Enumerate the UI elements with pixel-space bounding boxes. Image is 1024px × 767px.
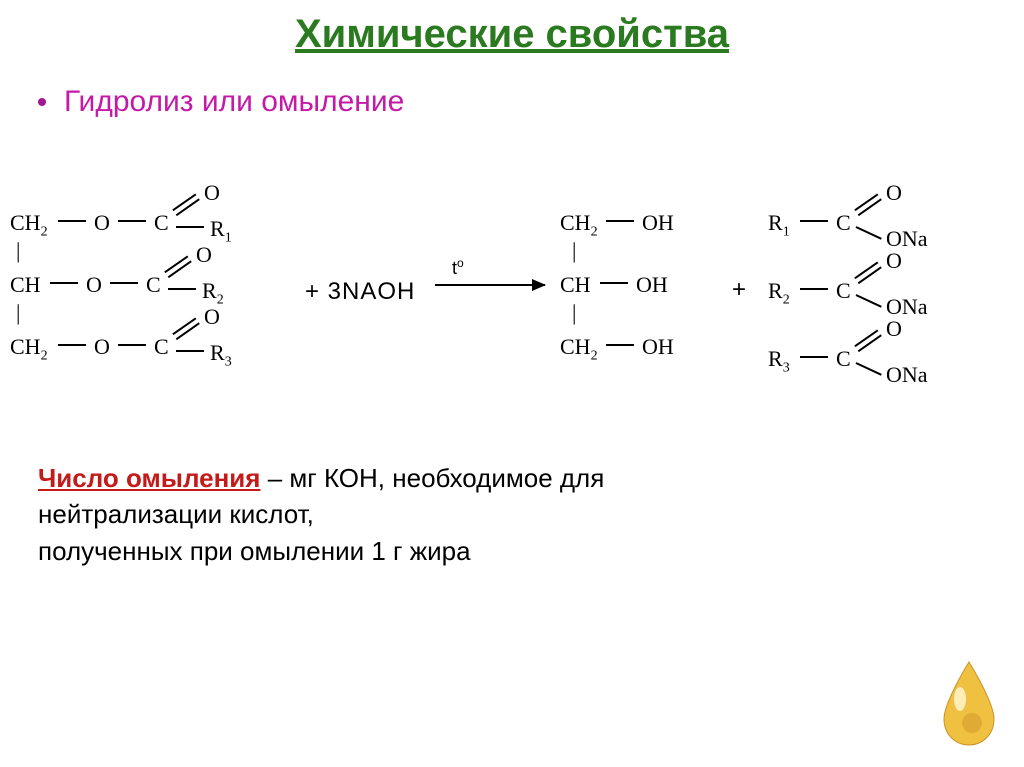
atom-r1: R1 xyxy=(210,216,232,246)
arrow-label: to xyxy=(452,256,464,279)
sodium-salts: R1 C O ONa R2 C O ONa R3 C O ONa xyxy=(768,160,1008,370)
atom-c: C xyxy=(146,272,161,298)
bond xyxy=(856,294,882,308)
bond xyxy=(58,344,86,346)
pipe: | xyxy=(16,300,20,326)
atom-c: C xyxy=(836,346,851,372)
definition-body-2: нейтрализации кислот, xyxy=(38,499,314,529)
pipe: | xyxy=(572,300,576,326)
atom-c: C xyxy=(154,334,169,360)
atom-c: C xyxy=(154,210,169,236)
atom-oh: OH xyxy=(636,272,668,298)
pipe: | xyxy=(572,238,576,264)
bond xyxy=(606,344,634,346)
subtitle: Гидролиз или омыление xyxy=(64,85,404,119)
double-bond xyxy=(174,196,197,212)
atom-o: O xyxy=(886,180,902,206)
bond xyxy=(176,226,204,228)
atom-ch: CH xyxy=(560,272,591,302)
double-bond xyxy=(856,264,879,280)
bond xyxy=(800,288,828,290)
bond xyxy=(800,356,828,358)
atom-r3: R3 xyxy=(768,346,790,376)
atom-ona: ONa xyxy=(886,362,928,388)
atom-o: O xyxy=(94,334,110,360)
bond xyxy=(606,220,634,222)
bond xyxy=(168,288,196,290)
atom-o: O xyxy=(86,272,102,298)
bond xyxy=(856,226,882,240)
atom-oh: OH xyxy=(642,210,674,236)
oil-drop-icon xyxy=(934,657,1004,747)
atom-r2: R2 xyxy=(768,278,790,308)
bond xyxy=(118,220,146,222)
definition-term: Число омыления xyxy=(38,463,260,493)
pipe: | xyxy=(16,238,20,264)
double-bond xyxy=(856,332,879,348)
atom-ch: CH xyxy=(10,272,41,302)
bond xyxy=(600,282,628,284)
bond xyxy=(800,220,828,222)
atom-c: C xyxy=(836,210,851,236)
plus-sign: + xyxy=(732,276,746,304)
atom-r1: R1 xyxy=(768,210,790,240)
atom-o: O xyxy=(886,316,902,342)
double-bond xyxy=(174,320,197,336)
definition-block: Число омыления – мг КОН, необходимое для… xyxy=(38,460,758,569)
triglyceride: CH2 O C O R1 | CH O C O R2 | CH2 O C O R… xyxy=(10,160,300,370)
atom-o: O xyxy=(204,304,220,330)
atom-o: O xyxy=(886,248,902,274)
subtitle-row: Гидролиз или омыление xyxy=(38,85,1024,119)
atom-oh: OH xyxy=(642,334,674,360)
atom-o: O xyxy=(94,210,110,236)
double-bond xyxy=(166,258,189,274)
bond xyxy=(110,282,138,284)
atom-o: O xyxy=(196,242,212,268)
atom-ch2: CH2 xyxy=(10,334,48,364)
bond xyxy=(50,282,78,284)
atom-r3: R3 xyxy=(210,340,232,370)
atom-ch2: CH2 xyxy=(10,210,48,240)
page-title: Химические свойства xyxy=(0,0,1024,57)
reaction-arrow xyxy=(435,284,545,286)
bond xyxy=(118,344,146,346)
reaction-diagram: CH2 O C O R1 | CH O C O R2 | CH2 O C O R… xyxy=(10,160,1014,390)
reagent-naoh: + 3NAOH xyxy=(305,278,415,306)
definition-body-1: – мг КОН, необходимое для xyxy=(260,463,604,493)
atom-ch2: CH2 xyxy=(560,334,598,364)
atom-c: C xyxy=(836,278,851,304)
definition-body-3: полученных при омылении 1 г жира xyxy=(38,536,471,566)
bond xyxy=(856,362,882,376)
bond xyxy=(176,350,204,352)
double-bond xyxy=(856,196,879,212)
glycerol: CH2 OH | CH OH | CH2 OH xyxy=(560,160,720,370)
atom-ch2: CH2 xyxy=(560,210,598,240)
bullet-icon xyxy=(38,98,46,106)
atom-o: O xyxy=(204,180,220,206)
bond xyxy=(58,220,86,222)
